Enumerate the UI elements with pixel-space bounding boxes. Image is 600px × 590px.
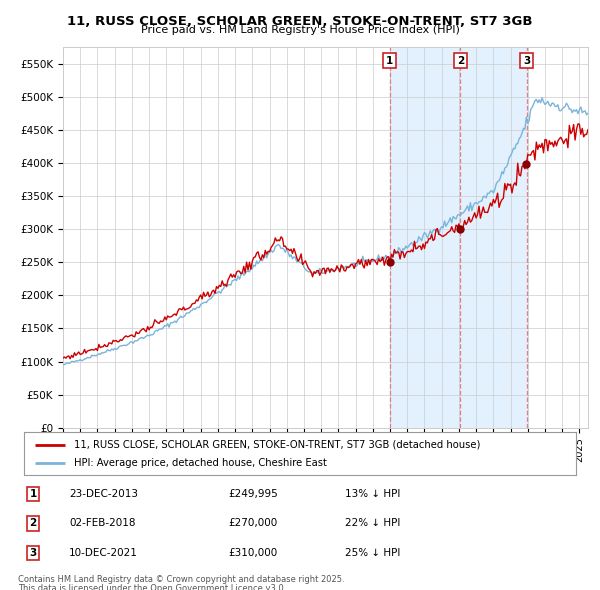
Text: 1: 1	[386, 55, 393, 65]
Text: 23-DEC-2013: 23-DEC-2013	[69, 489, 138, 499]
Text: 02-FEB-2018: 02-FEB-2018	[69, 519, 136, 528]
Text: 2: 2	[29, 519, 37, 528]
Text: 22% ↓ HPI: 22% ↓ HPI	[345, 519, 400, 528]
Text: 1: 1	[29, 489, 37, 499]
Text: HPI: Average price, detached house, Cheshire East: HPI: Average price, detached house, Ches…	[74, 458, 326, 468]
Text: 3: 3	[523, 55, 530, 65]
Text: Contains HM Land Registry data © Crown copyright and database right 2025.: Contains HM Land Registry data © Crown c…	[18, 575, 344, 584]
Text: 13% ↓ HPI: 13% ↓ HPI	[345, 489, 400, 499]
Text: 11, RUSS CLOSE, SCHOLAR GREEN, STOKE-ON-TRENT, ST7 3GB (detached house): 11, RUSS CLOSE, SCHOLAR GREEN, STOKE-ON-…	[74, 440, 480, 450]
Text: This data is licensed under the Open Government Licence v3.0.: This data is licensed under the Open Gov…	[18, 584, 286, 590]
Text: 3: 3	[29, 548, 37, 558]
Text: £249,995: £249,995	[228, 489, 278, 499]
Text: 2: 2	[457, 55, 464, 65]
Text: £310,000: £310,000	[228, 548, 277, 558]
Text: 10-DEC-2021: 10-DEC-2021	[69, 548, 138, 558]
Text: £270,000: £270,000	[228, 519, 277, 528]
Bar	[389, 47, 527, 428]
Text: 25% ↓ HPI: 25% ↓ HPI	[345, 548, 400, 558]
Text: Price paid vs. HM Land Registry's House Price Index (HPI): Price paid vs. HM Land Registry's House …	[140, 25, 460, 35]
Text: 11, RUSS CLOSE, SCHOLAR GREEN, STOKE-ON-TRENT, ST7 3GB: 11, RUSS CLOSE, SCHOLAR GREEN, STOKE-ON-…	[67, 15, 533, 28]
